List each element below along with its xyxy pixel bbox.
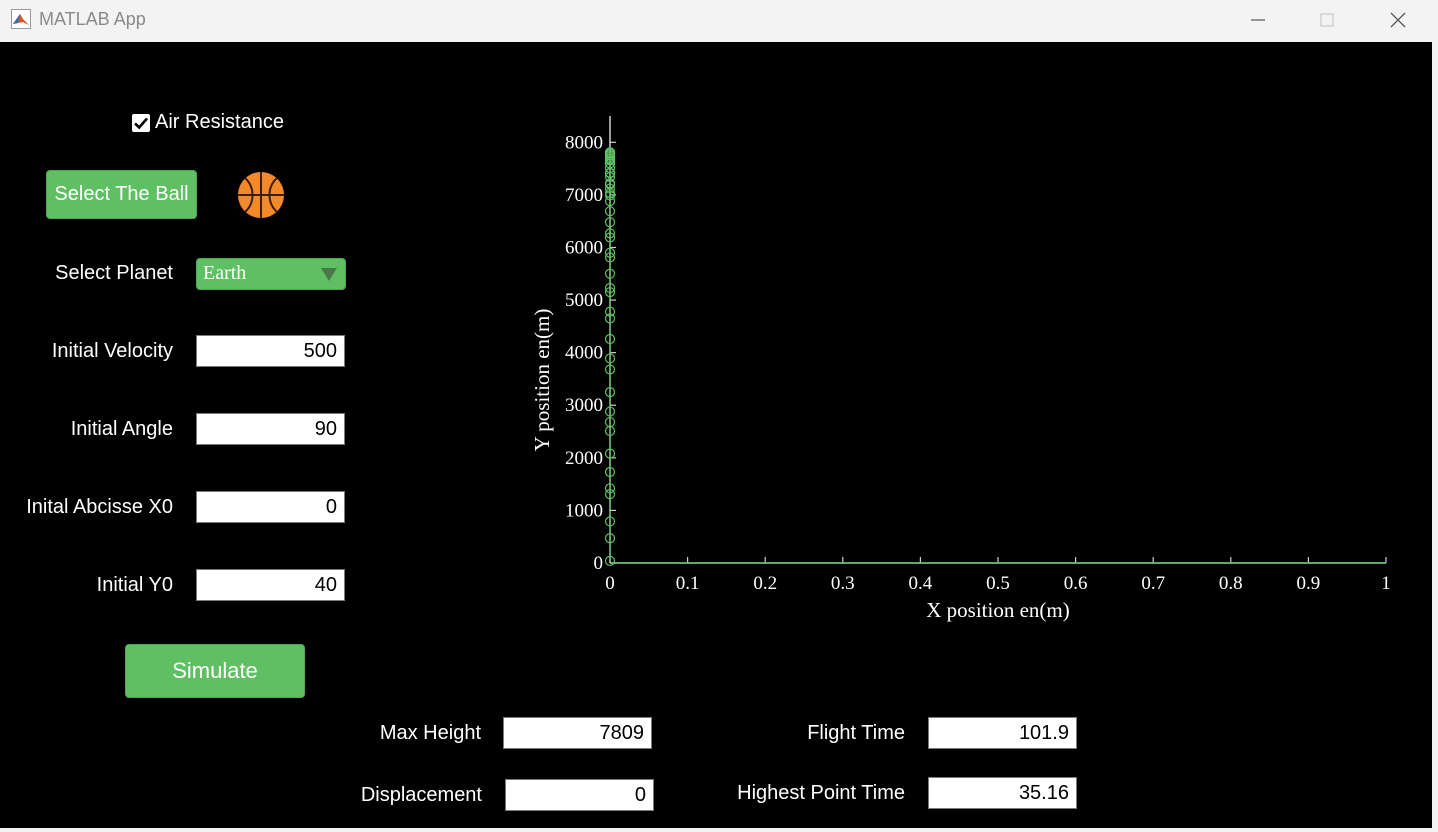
data-point [604, 228, 616, 239]
data-point [604, 353, 616, 364]
data-point [604, 282, 616, 294]
plot-marks [604, 147, 1386, 566]
initial-velocity-field[interactable]: 500 [196, 335, 345, 367]
initial-x0-field[interactable]: 0 [196, 491, 345, 523]
planet-value: Earth [203, 262, 247, 284]
flight-time-field[interactable]: 101.9 [928, 717, 1077, 749]
minimize-icon [1251, 19, 1265, 21]
data-point [604, 167, 616, 178]
displacement-label: Displacement [360, 784, 482, 806]
y-tick-label: 5000 [565, 290, 603, 311]
data-point [604, 448, 616, 459]
y-tick-label: 1000 [565, 500, 603, 521]
close-icon [1390, 12, 1406, 28]
matlab-icon [11, 9, 31, 29]
maximize-icon [1320, 13, 1334, 27]
x-tick-label: 0 [605, 573, 615, 594]
data-point [604, 206, 616, 217]
x-tick-label: 0.4 [909, 573, 933, 594]
highest-point-time-field[interactable]: 35.16 [928, 777, 1077, 809]
data-point [604, 555, 616, 566]
y-axis-label: Y position en(m) [530, 309, 554, 452]
initial-x0-label: Inital Abcisse X0 [26, 496, 173, 518]
data-point [604, 313, 616, 324]
max-height-field[interactable]: 7809 [503, 717, 652, 749]
x-tick-label: 0.2 [753, 573, 777, 594]
air-resistance-checkbox[interactable] [132, 114, 150, 132]
initial-angle-label: Initial Angle [70, 418, 173, 440]
trajectory-plot: 0 0.1 0.2 0.3 0.4 0.5 0.6 0.7 0.8 0.9 1 0 1000 2000 30… [530, 116, 1391, 622]
x-tick-label: 1 [1381, 573, 1391, 594]
chevron-down-icon [321, 268, 337, 281]
select-ball-button[interactable]: Select The Ball [46, 170, 197, 219]
highest-point-time-label: Highest Point Time [737, 782, 905, 804]
data-point [604, 333, 616, 345]
air-resistance-label: Air Resistance [155, 111, 284, 133]
data-point [604, 406, 616, 417]
data-point [604, 188, 616, 199]
initial-y0-label: Initial Y0 [96, 574, 173, 596]
data-point [604, 416, 616, 428]
initial-angle-field[interactable]: 90 [196, 413, 345, 445]
y-tick-label: 0 [594, 553, 604, 574]
data-point [604, 483, 616, 494]
app-canvas: Air Resistance Select The Ball Select Pl… [0, 42, 1432, 828]
y-tick-label: 6000 [565, 237, 603, 258]
x-tick-label: 0.5 [986, 573, 1010, 594]
x-tick-label: 0.1 [676, 573, 700, 594]
data-point [604, 153, 616, 164]
select-planet-label: Select Planet [55, 262, 173, 284]
data-point [604, 217, 616, 228]
data-point [604, 516, 616, 527]
checkmark-icon [134, 117, 148, 130]
data-point [604, 489, 616, 500]
plot-axes: 0 0.1 0.2 0.3 0.4 0.5 0.6 0.7 0.8 0.9 1 0 1000 2000 30… [565, 116, 1391, 594]
x-axis-label: X position en(m) [926, 598, 1069, 622]
planet-dropdown[interactable]: Earth [196, 258, 346, 290]
close-button[interactable] [1375, 0, 1421, 40]
data-point [604, 268, 616, 279]
x-tick-label: 0.7 [1141, 573, 1165, 594]
maximize-button[interactable] [1304, 0, 1350, 40]
x-tick-label: 0.3 [831, 573, 855, 594]
data-point [604, 386, 616, 398]
displacement-field[interactable]: 0 [505, 779, 654, 811]
y-tick-label: 4000 [565, 343, 603, 364]
y-tick-label: 3000 [565, 395, 603, 416]
data-point [604, 466, 616, 478]
title-bar: MATLAB App [0, 0, 1438, 42]
data-point [604, 196, 616, 207]
x-tick-label: 0.6 [1064, 573, 1088, 594]
basketball-icon[interactable] [237, 171, 285, 219]
data-point [604, 306, 616, 317]
y-tick-label: 7000 [565, 185, 603, 206]
data-point [604, 247, 616, 258]
y-tick-label: 2000 [565, 448, 603, 469]
data-point [604, 232, 616, 243]
y-tick-label: 8000 [565, 132, 603, 153]
initial-y0-field[interactable]: 40 [196, 569, 345, 601]
flight-time-label: Flight Time [807, 722, 905, 744]
data-point [604, 287, 616, 298]
data-point [604, 183, 616, 194]
max-height-label: Max Height [379, 722, 481, 744]
initial-velocity-label: Initial Velocity [51, 340, 173, 362]
minimize-button[interactable] [1235, 0, 1281, 40]
window-title: MATLAB App [39, 9, 146, 29]
data-point [604, 364, 616, 375]
simulate-button[interactable]: Simulate [125, 644, 305, 698]
data-point [604, 533, 616, 544]
x-tick-label: 0.9 [1297, 573, 1321, 594]
data-point [604, 252, 616, 263]
data-point [604, 150, 616, 161]
x-tick-label: 0.8 [1219, 573, 1243, 594]
